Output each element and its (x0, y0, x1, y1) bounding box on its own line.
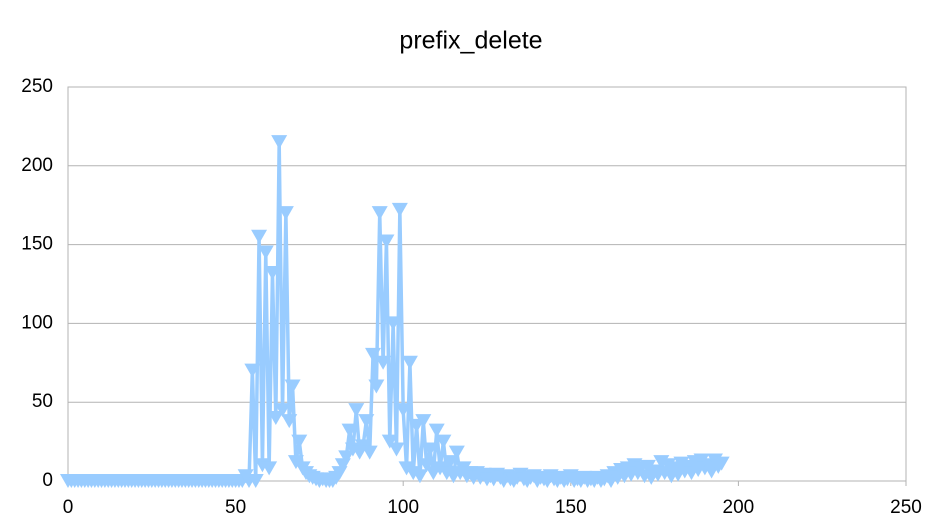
marker (281, 414, 298, 429)
marker (388, 442, 405, 457)
x-tick-label: 0 (63, 497, 74, 518)
marker (455, 461, 472, 476)
marker (341, 423, 358, 438)
marker (264, 265, 281, 280)
y-tick-label: 100 (21, 312, 53, 333)
marker (415, 414, 432, 429)
marker (713, 456, 730, 471)
x-tick-label: 100 (387, 497, 419, 518)
marker (391, 202, 408, 217)
x-tick-label: 150 (555, 497, 587, 518)
chart-title: prefix_delete (399, 27, 542, 55)
marker (348, 403, 365, 418)
marker (418, 458, 435, 473)
y-tick-label: 150 (21, 234, 53, 255)
y-tick-label: 50 (32, 391, 53, 412)
marker (284, 379, 301, 394)
marker (381, 434, 398, 449)
marker (277, 206, 294, 221)
marker (361, 445, 378, 460)
marker (375, 355, 392, 370)
y-tick-label: 250 (21, 76, 53, 97)
marker (442, 455, 459, 470)
marker (428, 423, 445, 438)
marker (271, 135, 288, 150)
marker (401, 355, 418, 370)
y-tick-label: 0 (42, 470, 53, 491)
y-tick-label: 200 (21, 155, 53, 176)
marker (411, 469, 428, 484)
marker (448, 445, 465, 460)
x-tick-label: 200 (723, 497, 755, 518)
marker (639, 459, 656, 474)
marker (371, 206, 388, 221)
x-tick-label: 250 (890, 497, 922, 518)
marker (257, 245, 274, 260)
marker (395, 403, 412, 418)
marker (385, 316, 402, 331)
marker (368, 379, 385, 394)
marker (261, 461, 278, 476)
marker (251, 229, 268, 244)
marker (291, 434, 308, 449)
marker (435, 434, 452, 449)
marker (338, 450, 355, 465)
marker (274, 403, 291, 418)
marker (365, 347, 382, 362)
marker (244, 363, 261, 378)
x-tick-label: 50 (225, 497, 246, 518)
marker (693, 453, 710, 468)
marker (398, 461, 415, 476)
marker (267, 410, 284, 425)
marker (422, 442, 439, 457)
marker (378, 234, 395, 249)
marker (247, 474, 264, 488)
marker (432, 461, 449, 476)
marker (358, 414, 375, 429)
